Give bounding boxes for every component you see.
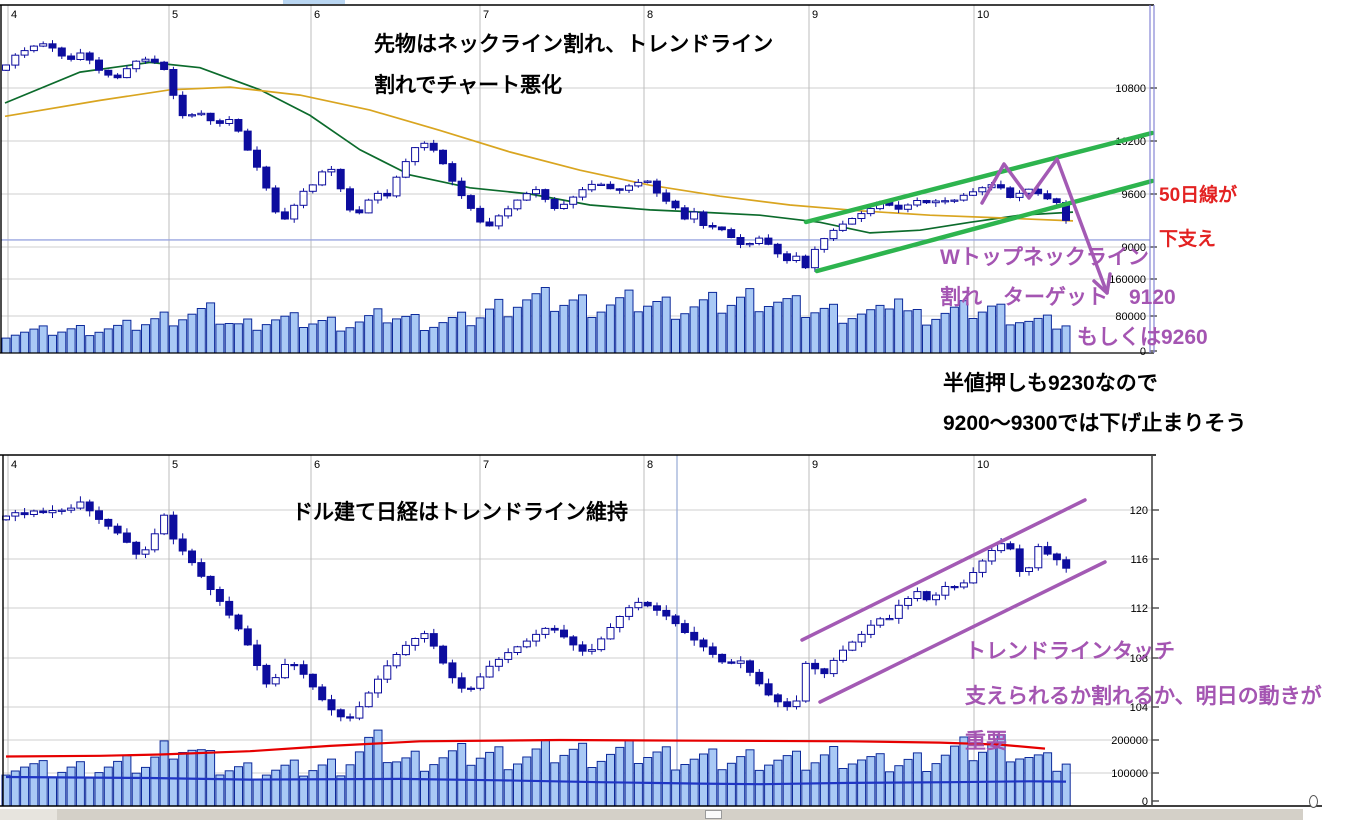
annotation-trendline-line1: トレンドラインタッチ [965, 640, 1175, 663]
horizontal-scrollbar-thumb[interactable] [705, 810, 722, 819]
svg-text:160000: 160000 [1109, 274, 1146, 286]
svg-text:5: 5 [172, 459, 178, 471]
dollar-nikkei-chart: 120 116 112 108 104 200000 100000 0 4 5 6 7 8 9 10 [0, 454, 1322, 808]
dollar-nikkei-candles [2, 496, 1071, 722]
volume-ma-red [5, 738, 1046, 758]
volume-ma-blue [5, 775, 1067, 786]
svg-text:100000: 100000 [1111, 768, 1148, 780]
svg-text:10: 10 [977, 9, 989, 21]
annotation-futures-note-line1: 先物はネックライン割れ、トレンドライン [374, 33, 774, 56]
nikkei-futures-candles [2, 40, 1070, 272]
nikkei-futures-volume-bars [1, 287, 1071, 354]
wtop-pattern [980, 157, 1109, 295]
svg-text:112: 112 [1130, 603, 1148, 615]
svg-text:7: 7 [483, 9, 489, 21]
nikkei-futures-x-axis: 4 5 6 7 8 9 10 [7, 5, 989, 353]
svg-text:6: 6 [314, 9, 320, 21]
svg-text:104: 104 [1130, 702, 1148, 714]
annotation-dollar-chart-title: ドル建て日経はトレンドライン維持 [292, 501, 628, 524]
green-channel-lower [814, 178, 1155, 274]
svg-text:9000: 9000 [1122, 242, 1146, 254]
svg-text:10: 10 [977, 459, 989, 471]
green-channel-upper [803, 130, 1155, 225]
svg-text:5: 5 [172, 9, 178, 21]
annotation-wtop-line2: 割れ ターゲット 9120 [940, 286, 1176, 309]
annotation-wtop-line3: もしくは9260 [1077, 326, 1208, 349]
annotation-half-retrace-line2: 9200〜9300では下げ止まりそう [943, 412, 1247, 435]
annotation-trendline-line3: 重要 [965, 730, 1007, 753]
annotation-wtop-line1: Wトップネックライン [940, 246, 1149, 269]
purple-channel-upper [800, 498, 1087, 642]
dollar-nikkei-x-axis: 4 5 6 7 8 9 10 [7, 455, 989, 806]
svg-text:7: 7 [483, 459, 489, 471]
svg-text:4: 4 [11, 9, 17, 21]
horizontal-scrollbar-left-segment[interactable] [0, 809, 57, 820]
svg-text:10800: 10800 [1115, 83, 1146, 95]
svg-text:108: 108 [1130, 653, 1148, 665]
purple-channel-lower [818, 560, 1107, 704]
svg-text:9: 9 [812, 459, 818, 471]
annotation-half-retrace-line1: 半値押しも9230なので [943, 372, 1158, 395]
svg-text:8: 8 [647, 459, 653, 471]
svg-text:120: 120 [1130, 505, 1148, 517]
svg-text:116: 116 [1130, 554, 1148, 566]
annotation-trendline-line2: 支えられるか割れるか、明日の動きが [965, 685, 1322, 708]
annotation-ma-support-line1: 50日線が [1159, 185, 1238, 206]
svg-text:4: 4 [11, 459, 17, 471]
svg-text:8: 8 [647, 9, 653, 21]
svg-text:80000: 80000 [1115, 311, 1146, 323]
svg-text:0: 0 [1140, 346, 1146, 358]
nikkei-futures-ma-100-day [4, 86, 1074, 222]
svg-text:9: 9 [812, 9, 818, 21]
annotation-futures-note-line2: 割れでチャート悪化 [374, 74, 563, 97]
svg-text:9600: 9600 [1122, 189, 1146, 201]
wtop-arrowhead [1092, 272, 1112, 295]
annotation-ma-support-line2: 下支え [1159, 229, 1217, 250]
horizontal-scrollbar-track[interactable] [0, 809, 1303, 820]
svg-text:0: 0 [1142, 796, 1148, 808]
svg-text:6: 6 [314, 459, 320, 471]
scrollbar-end-cap [1309, 795, 1318, 808]
top-edge-highlight-remnant [283, 0, 345, 4]
nikkei-futures-ma-50-day [4, 61, 1074, 234]
svg-text:200000: 200000 [1111, 735, 1148, 747]
